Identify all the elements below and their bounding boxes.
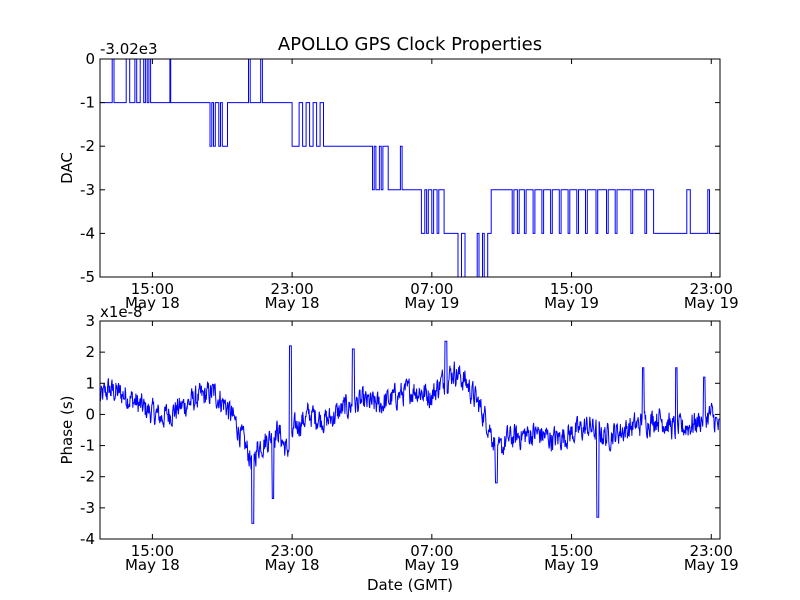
phase-x-tick-time: 23:00 — [690, 542, 733, 560]
dac-y-tick-label: -5 — [80, 268, 95, 286]
x-axis-label: Date (GMT) — [367, 576, 453, 594]
phase-y-tick-label: 1 — [85, 374, 95, 392]
phase-y-tick-label: 3 — [85, 312, 95, 330]
dac-y-tick-label: -1 — [80, 94, 95, 112]
dac-plot-frame — [99, 58, 721, 278]
phase-x-tick-time: 15:00 — [131, 542, 174, 560]
dac-y-tick-label: -2 — [80, 137, 95, 155]
phase-y-tick-label: -4 — [80, 530, 95, 548]
dac-series-group — [100, 58, 720, 278]
dac-y-axis-label: DAC — [58, 152, 76, 184]
chart-title: APOLLO GPS Clock Properties — [278, 34, 542, 55]
phase-x-tick-date: May 19 — [684, 556, 739, 574]
dac-x-tick-date: May 18 — [265, 294, 320, 312]
phase-series-line — [99, 340, 721, 524]
dac-x-tick-date: May 18 — [125, 294, 180, 312]
dac-x-tick-time: 23:00 — [270, 280, 313, 298]
dac-y-tick-label: -3 — [80, 181, 95, 199]
dac-x-tick-date: May 19 — [404, 294, 459, 312]
phase-y-tick-label: 0 — [85, 405, 95, 423]
phase-offset-text: x1e-8 — [100, 303, 143, 321]
phase-y-tick-label: -2 — [80, 468, 95, 486]
dac-plot-area — [99, 58, 721, 278]
dac-x-tick-time: 07:00 — [410, 280, 453, 298]
phase-x-tick-time: 15:00 — [550, 542, 593, 560]
phase-x-tick-date: May 19 — [404, 556, 459, 574]
dac-series-line — [100, 58, 720, 278]
dac-x-tick-date: May 19 — [544, 294, 599, 312]
phase-x-tick-time: 23:00 — [270, 542, 313, 560]
dac-x-tick-time: 15:00 — [131, 280, 174, 298]
dac-x-tick-time: 15:00 — [550, 280, 593, 298]
dac-y-tick-label: -4 — [80, 224, 95, 242]
dac-x-tick-date: May 19 — [684, 294, 739, 312]
dac-x-tick-time: 23:00 — [690, 280, 733, 298]
phase-y-axis-label: Phase (s) — [58, 395, 76, 464]
phase-y-tick-label: -3 — [80, 499, 95, 517]
phase-x-tick-date: May 19 — [544, 556, 599, 574]
dac-y-ticks: 0 -1 -2 -3 -4 -5 — [80, 50, 720, 286]
dac-offset-text: -3.02e3 — [100, 40, 158, 58]
phase-plot-frame — [99, 320, 721, 540]
phase-x-tick-date: May 18 — [265, 556, 320, 574]
phase-x-tick-time: 07:00 — [410, 542, 453, 560]
phase-series-group — [99, 340, 721, 524]
phase-y-tick-label: -1 — [80, 437, 95, 455]
phase-y-ticks: 3 2 1 0 -1 -2 -3 -4 — [80, 312, 720, 548]
dac-y-tick-label: 0 — [85, 50, 95, 68]
phase-x-tick-date: May 18 — [125, 556, 180, 574]
phase-y-tick-label: 2 — [85, 343, 95, 361]
